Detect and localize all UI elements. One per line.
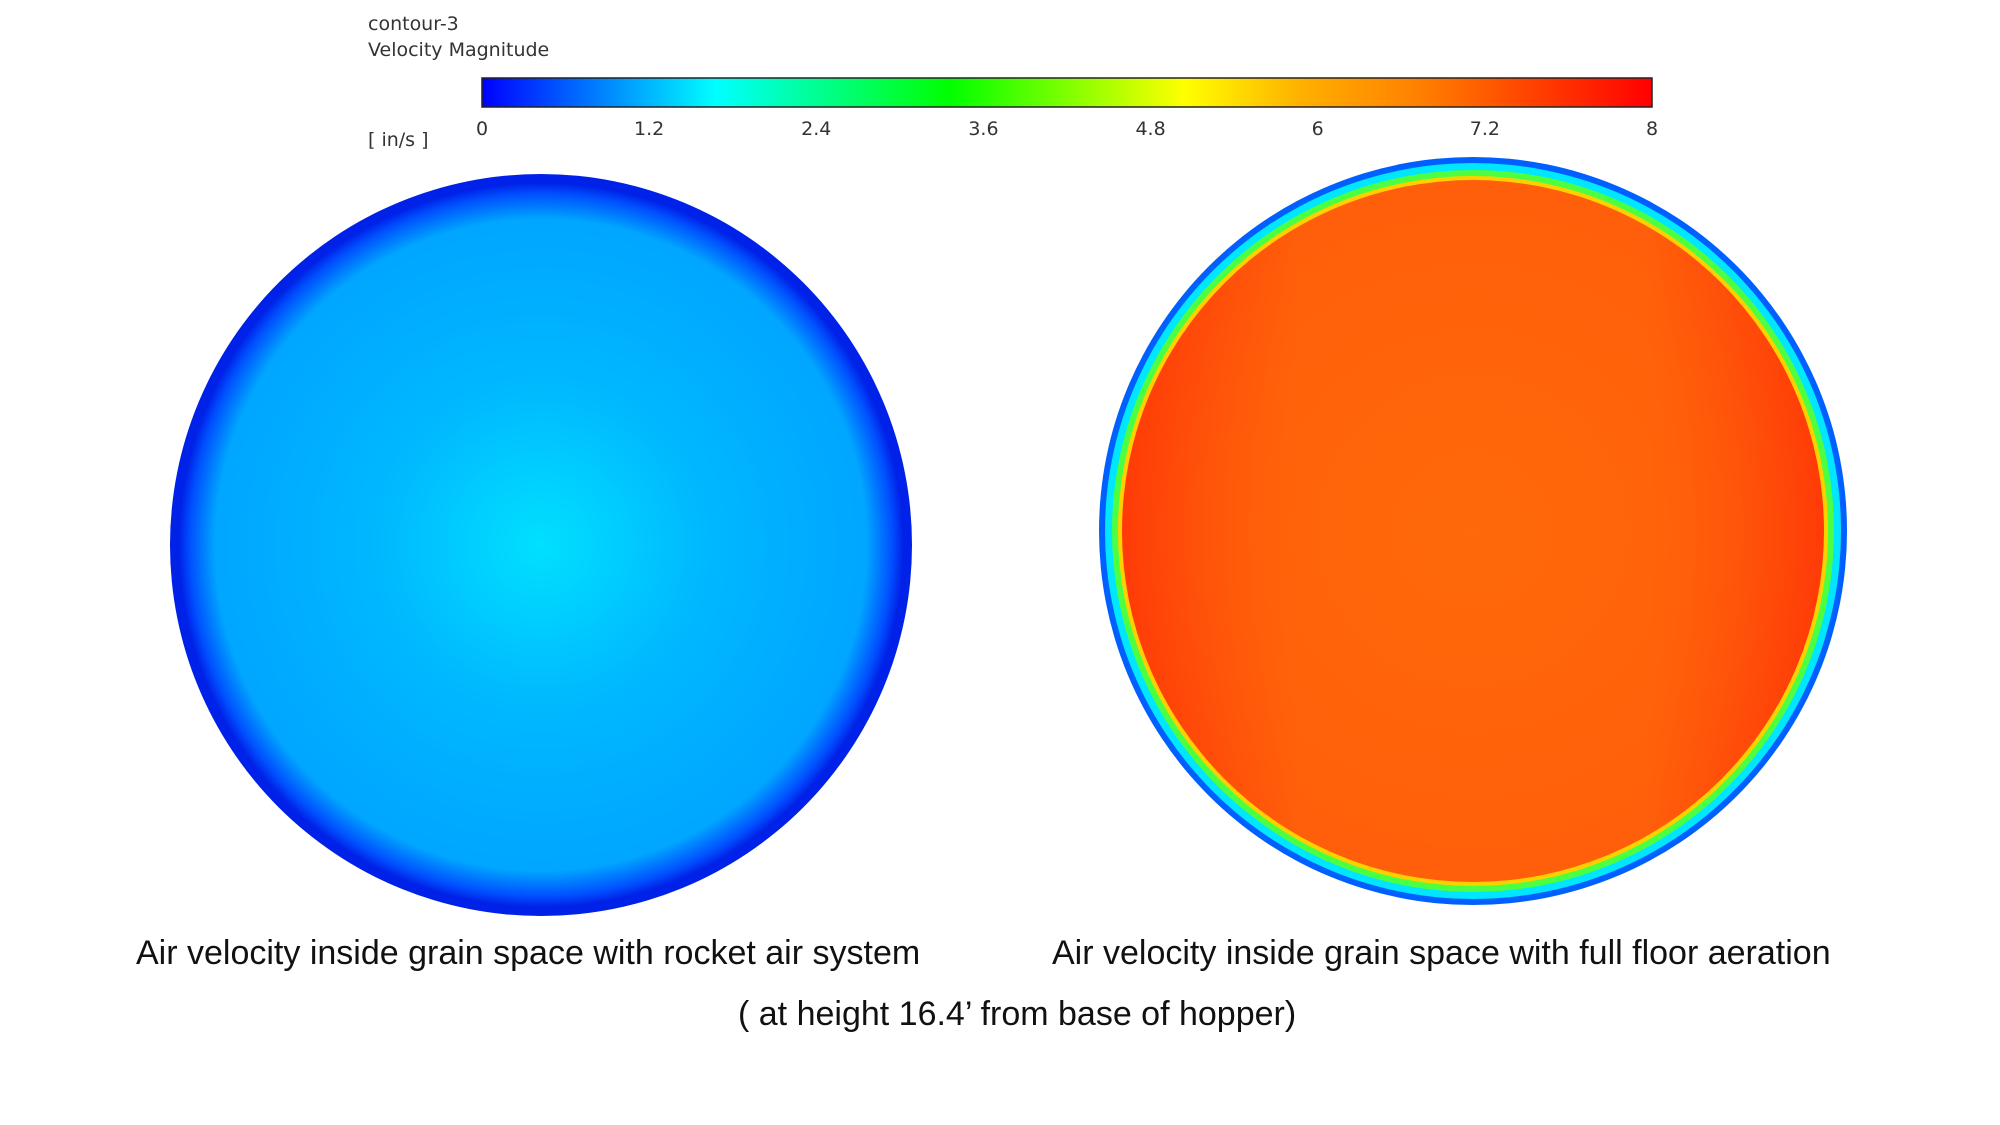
colorbar-tick-label: 1.2 <box>634 118 664 140</box>
left-contour-field <box>179 183 903 907</box>
caption-rocket-air: Air velocity inside grain space with roc… <box>136 934 921 972</box>
contour-panel-rocket-air <box>170 174 912 916</box>
colorbar-ticks: 0 1.2 2.4 3.6 4.8 6 7.2 8 <box>476 118 1658 140</box>
colorbar-tick-label: 2.4 <box>801 118 831 140</box>
right-contour-core <box>1122 180 1824 882</box>
colorbar-tick-label: 6 <box>1312 118 1324 140</box>
caption-full-floor: Air velocity inside grain space with ful… <box>1052 934 1831 972</box>
colorbar-tick-label: 4.8 <box>1135 118 1165 140</box>
legend-variable: Velocity Magnitude <box>368 39 549 61</box>
subcaption-height: ( at height 16.4’ from base of hopper) <box>738 995 1297 1033</box>
colorbar-tick-label: 3.6 <box>968 118 998 140</box>
legend-units: [ in/s ] <box>368 129 429 151</box>
legend-contour-name: contour-3 <box>368 13 459 35</box>
contour-panel-full-floor <box>1099 157 1847 905</box>
colorbar-tick-label: 0 <box>476 118 488 140</box>
colorbar <box>481 77 1653 108</box>
colorbar-legend: contour-3 Velocity Magnitude [ in/s ] 0 1… <box>368 13 1658 151</box>
colorbar-tick-label: 8 <box>1646 118 1658 140</box>
colorbar-tick-label: 7.2 <box>1470 118 1500 140</box>
